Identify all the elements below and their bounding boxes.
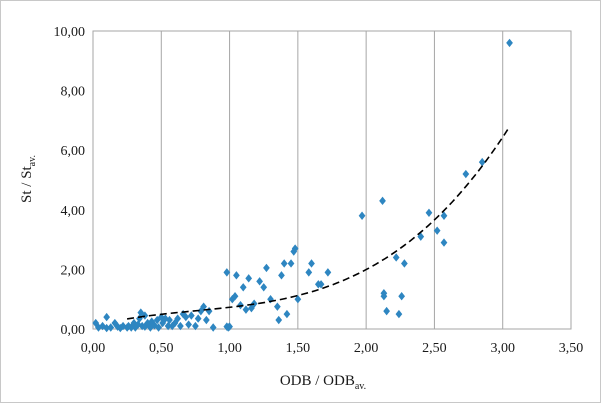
data-point [324,268,332,277]
data-point [395,309,403,319]
data-point [440,238,448,247]
data-point [223,268,231,277]
y-axis-title: St / Stav. [19,155,38,203]
data-point [425,208,433,217]
x-tick-label: 2,00 [354,341,379,356]
y-tick-label: 10,00 [54,25,86,40]
y-tick-label: 2,00 [61,263,86,278]
data-point [274,302,281,311]
x-tick-label: 0,00 [81,341,106,356]
x-tick-label: 3,00 [490,341,515,356]
y-tick-label: 8,00 [61,85,86,100]
data-point [131,323,139,332]
data-points [92,38,513,333]
data-point [383,306,390,316]
x-tick-label: 1,00 [217,341,242,356]
trend-line [126,126,511,320]
data-point [103,323,111,333]
y-tick-label: 4,00 [61,204,86,219]
data-point [157,312,165,322]
x-tick-label: 3,50 [559,341,584,356]
data-point [187,311,195,320]
data-point [182,312,190,322]
data-point [231,292,239,301]
trend-layer [126,126,511,320]
data-point [155,323,162,332]
data-point [256,277,263,286]
data-point [294,295,302,304]
data-point [239,283,247,292]
data-point [287,259,295,268]
data-point [280,259,288,268]
data-point [141,322,149,331]
data-point [166,315,173,325]
data-point [358,211,366,220]
data-point [506,38,513,48]
data-point [478,157,486,167]
data-point [440,211,448,220]
data-point [462,169,470,179]
data-point [260,283,268,292]
x-tick-label: 0,50 [149,341,174,356]
plot-area-border [92,30,572,330]
data-point [171,318,179,328]
data-point [380,292,388,301]
data-point [398,292,406,301]
data-point [205,306,213,316]
grid-layer [92,30,572,330]
data-point [267,295,274,304]
data-point [136,314,143,323]
data-point [433,226,441,235]
x-tick-label: 1,50 [286,341,311,356]
data-point [317,280,325,289]
data-point [147,323,154,332]
data-point [392,253,400,262]
data-point [305,268,313,277]
data-point [137,308,145,317]
data-point [209,323,217,332]
data-point [107,323,115,332]
data-point [308,259,315,268]
data-point [103,312,111,322]
data-point [242,305,250,314]
data-point [141,311,149,320]
data-point [263,263,270,273]
data-point [185,320,192,329]
data-point [233,271,240,280]
data-point [283,309,291,319]
data-point [401,259,408,268]
data-point [177,321,184,331]
data-point [291,244,299,253]
data-point [192,321,199,331]
data-point [202,315,210,325]
data-point [237,300,244,310]
data-point [194,314,202,323]
y-tick-label: 6,00 [61,144,86,159]
data-point [200,302,207,311]
tick-labels: 0,00 0,50 1,00 1,50 2,00 2,50 3,00 3,50 0,00 2,00… [54,25,584,356]
data-point [275,315,283,325]
y-tick-label: 0,00 [61,323,86,338]
data-point [278,271,285,280]
data-point [379,196,386,206]
data-point [164,321,172,331]
data-point [174,314,182,323]
data-point [245,274,253,283]
data-point [226,322,233,331]
x-axis-title: ODB / ODBav. [280,373,366,392]
x-tick-label: 2,50 [422,341,447,356]
